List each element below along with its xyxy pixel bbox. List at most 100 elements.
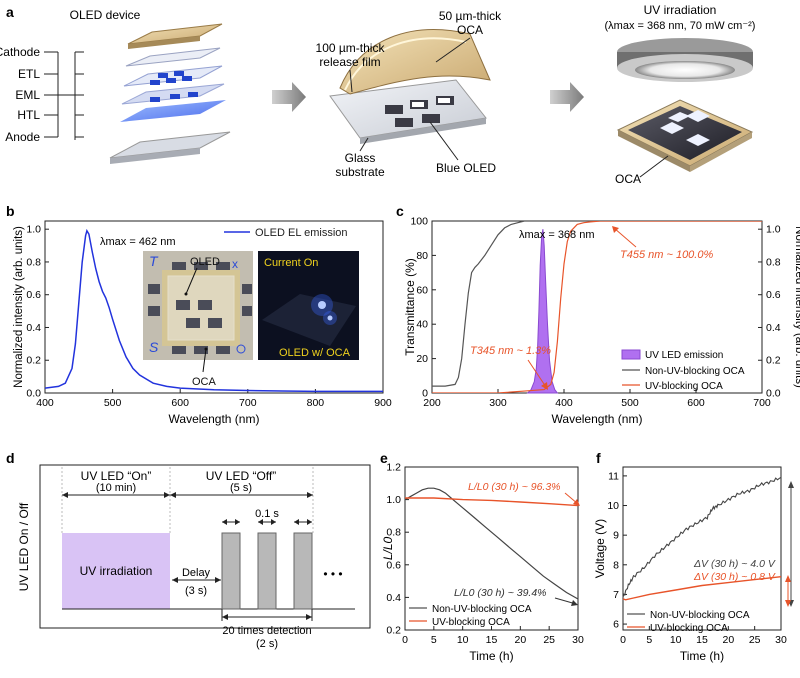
chart-e: 0 5 10 15 20 25 30 0.2 0.4 0.6 0.8 1.0 1.2 Time (h) L/… [381,462,584,664]
x-tick-label-f: 5 [646,634,652,646]
y-axis-label-f: Voltage (V) [593,519,607,578]
x-tick-label-b: 500 [104,397,122,409]
series-line-non-uv-blocking [432,221,762,387]
y-tick-label-f: 9 [613,530,619,542]
layer-bracket [44,51,84,140]
y-tick-label-b: 0.6 [26,289,41,301]
series-line-non-uv-blocking-f [622,476,782,598]
panel-e-legend-uv: UV-blocking OCA [432,617,510,628]
delay-duration: (3 s) [185,585,207,597]
detection-duration: (2 s) [256,638,278,650]
panel-c-t455: T455 nm ~ 100.0% [620,249,713,261]
panel-e-legend-non-uv: Non-UV-blocking OCA [432,604,532,615]
detection-pulses [221,532,313,610]
flow-arrow-1 [272,82,306,112]
y-right-tick-label-c: 0.8 [766,256,781,268]
x-axis-label-e: Time (h) [469,649,513,663]
y-tick-label-b: 0.0 [26,388,41,400]
x-tick-label-c: 700 [753,397,771,409]
panel-d-letter: d [6,450,15,466]
x-tick-label-e: 10 [457,634,469,646]
y-tick-label-e: 1.0 [386,494,401,506]
release-film-label: 100 µm-thick [316,41,386,55]
x-tick-label-c: 600 [687,397,705,409]
layer-anode: Anode [5,130,40,144]
svg-text:T: T [149,253,159,269]
series-line-uv-blocking-f [622,576,782,601]
legend-uv-blocking: UV-blocking OCA [645,381,723,392]
series-line-oled-el [44,228,383,393]
y-tick-label-e: 0.4 [386,592,401,604]
y-tick-label-b: 0.4 [26,322,41,334]
x-tick-label-e: 15 [486,634,498,646]
y-tick-label-f: 11 [608,470,619,482]
y-tick-label-c: 20 [416,353,428,365]
inset-oca-label: OCA [192,376,217,388]
legend-uv-led: UV LED emission [645,350,723,361]
panel-f: f 0 5 10 15 20 25 30 6 7 8 9 10 11 Time (h) Voltage (V… [593,450,794,663]
blue-oled-label: Blue OLED [436,161,496,175]
uv-on-duration: (10 min) [96,482,136,494]
y-tick-label-e: 1.2 [386,462,401,474]
x-tick-label-b: 900 [374,397,392,409]
x-tick-label-e: 20 [514,634,526,646]
panel-b-letter: b [6,203,15,219]
panel-f-ann-top: ΔV (30 h) ~ 4.0 V [693,558,776,570]
panel-f-legend-uv: UV-blocking OCA [650,623,728,634]
x-tick-label-c: 400 [555,397,573,409]
x-axis-label-b: Wavelength (nm) [169,412,260,426]
uv-irradiation-subtitle: (λmax = 368 nm, 70 mW cm⁻²) [605,20,756,32]
y-tick-label-c: 80 [416,250,428,262]
x-tick-label-c: 500 [621,397,639,409]
y-right-tick-label-c: 1.0 [766,224,781,236]
panel-e-legend: Non-UV-blocking OCA UV-blocking OCA [409,604,532,628]
panel-f-legend-non-uv: Non-UV-blocking OCA [650,610,750,621]
panel-f-legend: Non-UV-blocking OCA UV-blocking OCA [627,610,750,634]
uv-irradiation-text: UV irradiation [80,564,153,578]
oca-thickness-label-2: OCA [457,23,483,37]
delay-label: Delay [182,567,211,579]
y-tick-label-e: 0.2 [386,625,401,637]
plot-frame-f [622,466,782,631]
panel-c-lambda: λmax = 368 nm [519,229,595,241]
x-tick-label-e: 5 [431,634,437,646]
panel-a-letter: a [6,4,14,20]
y-right-tick-label-c: 0.0 [766,388,781,400]
panel-b-legend: OLED EL emission [255,227,348,239]
uv-off-duration: (5 s) [230,482,252,494]
chart-b: 400 500 600 700 800 900 0.0 0.2 0.4 0.6 0.8 1.0 Wave… [13,220,392,426]
panel-c: c 200 300 400 500 600 700 0 20 40 60 80 100 Waveleng… [396,203,800,426]
stack-substrate [109,131,231,159]
panel-e-ann-bottom: L/L0 (30 h) ~ 39.4% [454,587,547,599]
inset-oled-label: OLED [190,256,220,268]
layer-cathode: Cathode [0,45,40,59]
svg-text:x: x [232,257,238,271]
y-right-tick-label-c: 0.4 [766,322,781,334]
y-tick-label-c: 100 [410,216,428,228]
pulse-width-label: 0.1 s [255,508,279,520]
oca-lamination-illustration [329,29,491,144]
y-tick-label-f: 8 [613,559,619,571]
y-right-tick-label-c: 0.6 [766,289,781,301]
lamination-labels: 50 µm-thick OCA 100 µm-thick release fil… [316,9,503,179]
series-line-uv-blocking-e [405,497,579,507]
uv-off-title: UV LED “Off” [206,469,276,483]
x-tick-label-f: 10 [670,634,682,646]
x-tick-label-f: 25 [749,634,761,646]
detection-label: 20 times detection [222,625,311,637]
inset-photo-oled: T x S OLED OCA [143,251,253,388]
x-tick-label-b: 400 [36,397,54,409]
series-line-uv-blocking [432,221,762,393]
x-axis-label-c: Wavelength (nm) [552,412,643,426]
y-tick-label-f: 7 [613,589,619,601]
glass-substrate-label-2: substrate [335,165,385,179]
series-line-non-uv-blocking-e [404,487,579,600]
release-film-peel [339,29,491,95]
stack-eml-pixels [150,71,198,102]
stack-anode [120,100,226,122]
x-tick-label-e: 30 [572,634,584,646]
x-tick-label-f: 15 [696,634,708,646]
chart-f: 0 5 10 15 20 25 30 6 7 8 9 10 11 Time (h) Voltage (V) [593,466,787,663]
y-tick-label-b: 0.8 [26,256,41,268]
